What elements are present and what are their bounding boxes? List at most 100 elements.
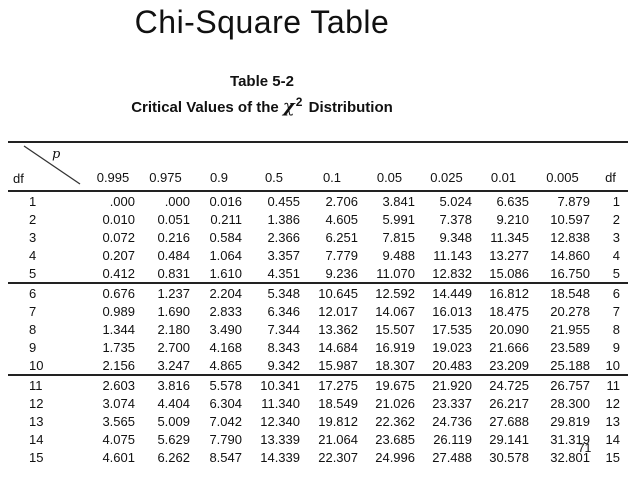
df-cell-left: 8 [29, 321, 37, 337]
value-cell: 0.831 [157, 265, 190, 281]
df-cell-right: 15 [605, 449, 620, 465]
value-cell: 8.343 [267, 339, 300, 355]
chi-square-table: df p 0.995 0.975 0.9 0.5 0.1 0.05 0.025 0.01 0.0… [8, 141, 628, 466]
value-cell: 21.026 [375, 395, 415, 411]
value-cell: 29.141 [489, 431, 529, 447]
value-cell: 6.346 [267, 303, 300, 319]
value-cell: 2.706 [325, 193, 358, 209]
value-cell: 0.016 [209, 193, 242, 209]
df-cell-right: 10 [605, 357, 620, 373]
df-cell-left: 4 [29, 247, 37, 263]
value-cell: 10.341 [245, 374, 303, 394]
value-cell: 9.488 [382, 247, 415, 263]
value-cell: 7.378 [439, 211, 472, 227]
table-row: 12 3.074 4.404 6.304 11.340 18.549 21.026 23.33… [8, 394, 628, 412]
df-cell-right: 9 [612, 339, 620, 355]
value-cell: 7.779 [325, 247, 358, 263]
value-cell: 25.188 [550, 357, 590, 373]
df-cell-right: 11 [593, 374, 628, 394]
value-cell: 32.801 [550, 449, 590, 465]
value-cell: 7.790 [209, 431, 242, 447]
df-cell-left: 10 [29, 357, 44, 373]
value-cell: 4.351 [267, 265, 300, 281]
table-row: 1 .000 .000 0.016 0.455 2.706 3.841 5.024 6.635 7… [8, 191, 628, 210]
value-cell: 6.304 [209, 395, 242, 411]
value-cell: 1.690 [157, 303, 190, 319]
value-cell: 16.812 [475, 282, 532, 302]
value-cell: 3.074 [102, 395, 135, 411]
df-cell-right: 12 [605, 395, 620, 411]
df-cell-right: 13 [605, 413, 620, 429]
value-cell: 24.725 [475, 374, 532, 394]
value-cell: 20.483 [432, 357, 472, 373]
value-cell: 0.455 [267, 193, 300, 209]
df-cell-right: 4 [612, 247, 620, 263]
df-cell-left: 14 [29, 431, 44, 447]
value-cell: 22.307 [318, 449, 358, 465]
value-cell: 15.507 [375, 321, 415, 337]
p-value-header: 0.995 [88, 141, 138, 192]
value-cell: 3.565 [102, 413, 135, 429]
value-cell: 27.488 [432, 449, 472, 465]
df-cell-left: 2 [29, 211, 37, 227]
table-row: 4 0.207 0.484 1.064 3.357 7.779 9.488 11.143 13.… [8, 246, 628, 264]
value-cell: 2.156 [102, 357, 135, 373]
table-row: 2 0.010 0.051 0.211 1.386 4.605 5.991 7.378 9.21… [8, 210, 628, 228]
value-cell: 11.340 [261, 395, 300, 411]
df-cell-left: 15 [29, 449, 44, 465]
df-cell-right: 5 [612, 265, 620, 281]
value-cell: 7.879 [557, 193, 590, 209]
df-cell-left: 12 [29, 395, 44, 411]
value-cell: 1.735 [102, 339, 135, 355]
value-cell: 20.090 [489, 321, 529, 337]
value-cell: 24.736 [432, 413, 472, 429]
page-title: Chi-Square Table [134, 4, 390, 40]
value-cell: 26.119 [433, 431, 472, 447]
df-cell-left: 6 [8, 282, 88, 302]
value-cell: 0.584 [209, 229, 242, 245]
table-row: 10 2.156 3.247 4.865 9.342 15.987 18.307 20.483… [8, 356, 628, 375]
chi-symbol: χ [282, 96, 295, 117]
value-cell: 18.549 [318, 395, 358, 411]
value-cell: 2.700 [157, 339, 190, 355]
table-row: 5 0.412 0.831 1.610 4.351 9.236 11.070 12.832 15… [8, 264, 628, 283]
df-cell-left: 9 [29, 339, 37, 355]
value-cell: 23.209 [489, 357, 529, 373]
value-cell: 18.475 [489, 303, 529, 319]
value-cell: 3.357 [267, 247, 300, 263]
df-cell-right: 6 [593, 282, 628, 302]
value-cell: 5.009 [157, 413, 190, 429]
value-cell: 8.547 [209, 449, 242, 465]
value-cell: 21.920 [418, 374, 475, 394]
table-row: 13 3.565 5.009 7.042 12.340 19.812 22.362 24.73… [8, 412, 628, 430]
value-cell: 17.275 [303, 374, 361, 394]
value-cell: 13.362 [318, 321, 358, 337]
value-cell: 11.143 [433, 247, 472, 263]
value-cell: 28.300 [550, 395, 590, 411]
value-cell: 16.013 [432, 303, 472, 319]
value-cell: 4.865 [209, 357, 242, 373]
df-cell-right: 2 [612, 211, 620, 227]
value-cell: 21.064 [318, 431, 358, 447]
p-value-header: 0.9 [193, 141, 245, 192]
df-cell-right: 14 [605, 431, 620, 447]
value-cell: 11.070 [376, 265, 415, 281]
value-cell: 5.024 [439, 193, 472, 209]
value-cell: 31.319 [550, 431, 590, 447]
df-cell-right: 7 [612, 303, 620, 319]
value-cell: 1.344 [102, 321, 135, 337]
value-cell: 10.645 [303, 282, 361, 302]
value-cell: 23.337 [432, 395, 472, 411]
p-value-header: 0.5 [245, 141, 303, 192]
value-cell: 10.597 [550, 211, 590, 227]
value-cell: 17.535 [432, 321, 472, 337]
table-number: Table 5-2 [230, 73, 294, 90]
value-cell: 6.262 [157, 449, 190, 465]
value-cell: 3.841 [382, 193, 415, 209]
table-row: 15 4.601 6.262 8.547 14.339 22.307 24.996 27.48… [8, 448, 628, 466]
value-cell: 0.412 [102, 265, 135, 281]
value-cell: 26.757 [532, 374, 593, 394]
value-cell: 3.816 [138, 374, 193, 394]
value-cell: 29.819 [550, 413, 590, 429]
value-cell: 18.548 [532, 282, 593, 302]
